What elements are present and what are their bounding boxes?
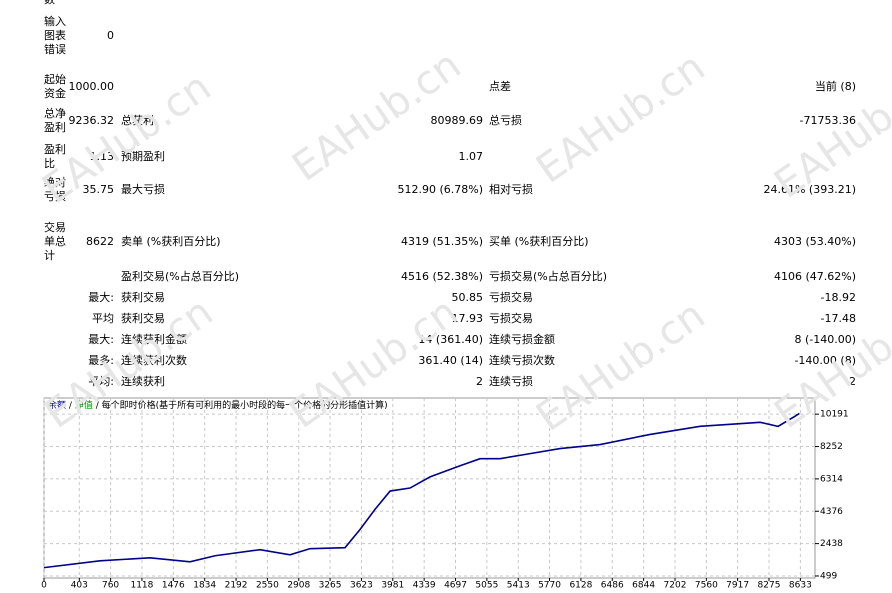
table-cell: 17.93 xyxy=(451,312,484,325)
x-tick-label: 1834 xyxy=(193,581,216,591)
table-cell: 最多: xyxy=(88,354,114,367)
table-cell: 80989.69 xyxy=(430,114,484,127)
table-cell: 361.40 (14) xyxy=(418,354,483,367)
table-cell: 获利交易 xyxy=(121,312,165,325)
table-cell: 512.90 (6.78%) xyxy=(397,183,483,196)
y-tick-label: 8252 xyxy=(820,442,843,452)
table-cell: -18.92 xyxy=(820,291,856,304)
y-tick-label: 4376 xyxy=(820,507,843,517)
table-cell: -140.00 (8) xyxy=(794,354,856,367)
table-cell: 连续亏损金额 xyxy=(489,333,555,346)
table-cell: 35.75 xyxy=(82,183,115,196)
x-tick-label: 7917 xyxy=(726,581,749,591)
x-tick-label: 5413 xyxy=(507,581,530,591)
table-cell: 8622 xyxy=(86,235,114,248)
balance-line xyxy=(43,412,800,569)
table-cell: 当前 (8) xyxy=(814,80,856,93)
x-tick-label: 3265 xyxy=(319,581,342,591)
x-tick-label: 2908 xyxy=(287,581,310,591)
x-tick-label: 0 xyxy=(41,581,47,591)
table-cell: 14 (361.40) xyxy=(418,333,483,346)
x-tick-label: 3623 xyxy=(350,581,373,591)
y-tick-label: 499 xyxy=(820,571,837,581)
y-tick-label: 6314 xyxy=(820,474,843,484)
legend-entry: 净值 xyxy=(75,399,93,411)
table-cell: 连续获利 xyxy=(121,375,165,388)
table-cell: 连续亏损次数 xyxy=(489,354,555,367)
x-tick-label: 1118 xyxy=(130,581,153,591)
table-cell: 4106 (47.62%) xyxy=(773,270,856,283)
table-cell: 平均 xyxy=(92,312,114,325)
x-tick-label: 4697 xyxy=(444,581,467,591)
table-cell: 盈利交易(%占总百分比) xyxy=(121,270,240,283)
x-tick-label: 7202 xyxy=(664,581,687,591)
table-cell: 4516 (52.38%) xyxy=(400,270,483,283)
table-cell: 连续亏损 xyxy=(489,375,533,388)
legend: 余额 / 净值 / 每个即时价格(基于所有可利用的最小时段的每一个价格的分形插值… xyxy=(48,399,388,411)
table-cell: 起始资金 xyxy=(44,73,66,100)
table-cell: 总获利 xyxy=(121,114,154,127)
table-cell: 50.85 xyxy=(451,291,484,304)
x-tick-label: 760 xyxy=(102,581,119,591)
x-tick-label: 6844 xyxy=(632,581,655,591)
plot-area xyxy=(43,397,816,579)
table-cell: 连续获利次数 xyxy=(121,354,187,367)
x-tick-label: 1476 xyxy=(162,581,185,591)
y-tick-label: 10191 xyxy=(820,410,849,420)
table-cell: 2 xyxy=(476,375,483,388)
table-cell: 点差 xyxy=(489,80,511,93)
table-cell: 总净盈利 xyxy=(44,107,66,134)
table-cell: 4319 (51.35%) xyxy=(400,235,483,248)
legend-note: 每个即时价格(基于所有可利用的最小时段的每一个价格的分形插值计算) xyxy=(102,399,388,411)
x-tick-label: 7560 xyxy=(695,581,718,591)
table-cell: 0 xyxy=(107,29,114,42)
table-cell: 平均: xyxy=(88,375,114,388)
table-cell: 1000.00 xyxy=(68,80,115,93)
y-tick-label: 2438 xyxy=(820,539,843,549)
table-cell: 2 xyxy=(849,375,856,388)
table-cell: 盈利比 xyxy=(44,143,66,170)
cut-label: 数 xyxy=(44,0,55,7)
table-cell: 交易单总计 xyxy=(44,221,66,262)
table-cell: 相对亏损 xyxy=(489,183,533,196)
table-cell: 24.61% (393.21) xyxy=(763,183,856,196)
x-tick-label: 5055 xyxy=(475,581,498,591)
table-cell: -17.48 xyxy=(820,312,856,325)
legend-separator: / xyxy=(96,401,100,411)
x-tick-label: 4339 xyxy=(413,581,436,591)
table-cell: 输入图表错误 xyxy=(44,15,66,56)
table-cell: 1.07 xyxy=(458,150,484,163)
x-tick-label: 6486 xyxy=(601,581,624,591)
table-cell: 最大: xyxy=(88,333,114,346)
table-cell: 最大亏损 xyxy=(121,183,165,196)
table-cell: 4303 (53.40%) xyxy=(773,235,856,248)
table-cell: 亏损交易 xyxy=(489,312,533,325)
legend-entry: 余额 xyxy=(48,399,66,411)
table-cell: 卖单 (%获利百分比) xyxy=(121,235,221,248)
x-tick-label: 2192 xyxy=(225,581,248,591)
table-cell: 8 (-140.00) xyxy=(794,333,856,346)
table-cell: 预期盈利 xyxy=(121,150,165,163)
x-tick-label: 5770 xyxy=(538,581,561,591)
x-tick-label: 403 xyxy=(71,581,88,591)
table-cell: 9236.32 xyxy=(68,114,115,127)
table-cell: 绝对亏损 xyxy=(44,176,66,203)
table-cell: 1.13 xyxy=(89,150,115,163)
table-cell: 买单 (%获利百分比) xyxy=(489,235,589,248)
table-cell: 亏损交易 xyxy=(489,291,533,304)
table-cell: 总亏损 xyxy=(489,114,522,127)
x-tick-label: 8275 xyxy=(758,581,781,591)
x-tick-label: 8633 xyxy=(789,581,812,591)
table-cell: 获利交易 xyxy=(121,291,165,304)
x-tick-label: 3981 xyxy=(381,581,404,591)
table-cell: 连续获利金额 xyxy=(121,333,187,346)
x-tick-label: 6128 xyxy=(569,581,592,591)
table-cell: 最大: xyxy=(88,291,114,304)
table-cell: 亏损交易(%占总百分比) xyxy=(489,270,608,283)
legend-separator: / xyxy=(69,401,73,411)
table-cell: -71753.36 xyxy=(799,114,856,127)
x-tick-label: 2550 xyxy=(256,581,279,591)
